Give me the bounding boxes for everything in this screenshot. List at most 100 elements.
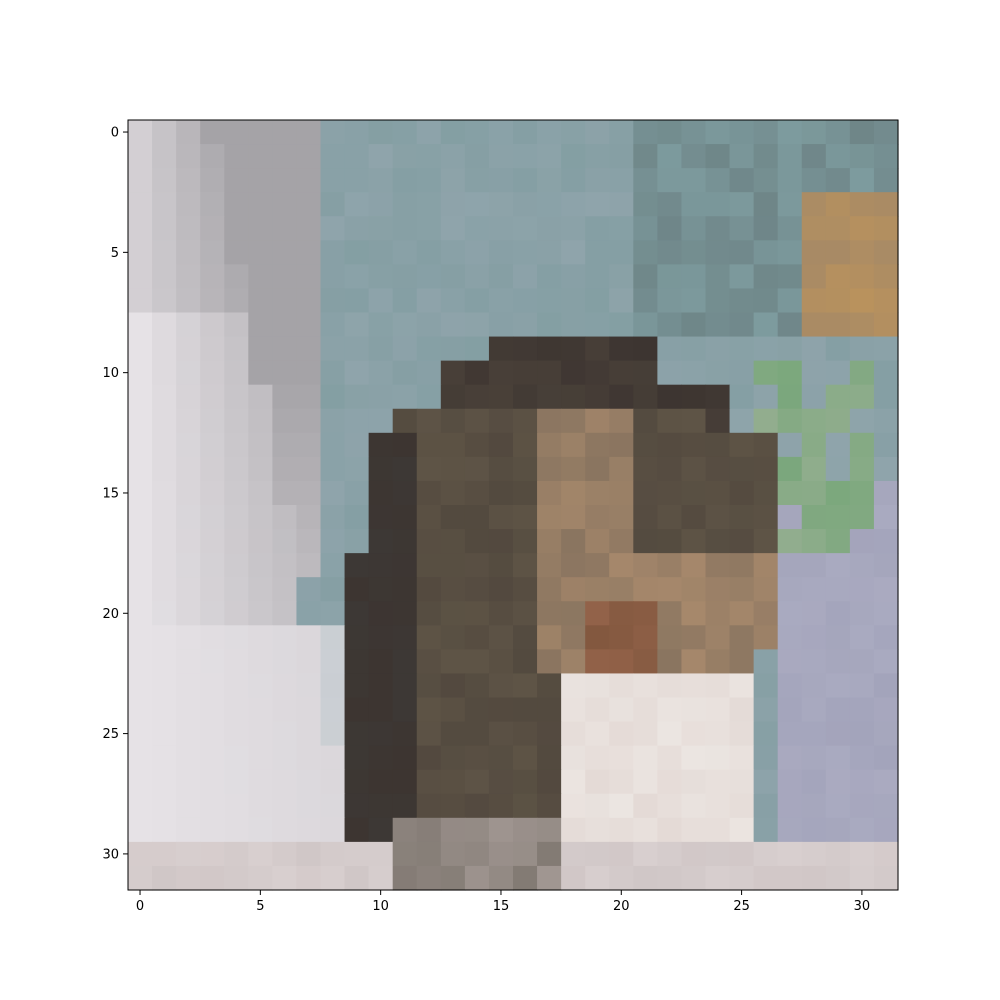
pixel-cell [344,408,370,434]
pixel-cell [729,456,755,482]
pixel-cell [801,865,827,891]
pixel-cell [296,216,322,241]
pixel-cell [585,432,610,458]
pixel-cell [152,625,177,650]
pixel-cell [873,120,899,145]
pixel-cell [801,216,827,241]
pixel-cell [873,817,899,843]
pixel-cell [248,673,273,699]
pixel-cell [320,408,346,434]
pixel-cell [320,841,346,867]
pixel-cell [705,601,731,626]
pixel-cell [873,721,899,747]
pixel-cell [272,817,298,843]
pixel-cell [609,577,634,602]
pixel-cell [200,673,225,699]
pixel-cell [416,288,442,314]
pixel-cell [416,168,442,193]
pixel-cell [320,312,346,338]
pixel-cell [657,697,683,723]
pixel-cell [488,312,514,338]
pixel-cell [633,673,658,699]
pixel-cell [849,240,875,265]
pixel-cell [873,192,899,217]
pixel-cell [128,697,153,723]
pixel-cell [585,865,610,891]
pixel-cell [705,865,731,891]
pixel-cell [777,120,803,145]
pixel-cell [440,865,466,891]
pixel-cell [801,456,827,482]
pixel-cell [440,721,466,747]
pixel-cell [537,384,562,410]
pixel-cell [513,601,538,626]
pixel-cell [777,288,803,314]
pixel-cell [729,649,755,675]
pixel-cell [152,432,177,458]
pixel-cell [128,192,153,217]
pixel-cell [392,817,418,843]
pixel-cell [200,384,225,410]
pixel-cell [609,649,634,675]
pixel-cell [681,673,707,699]
pixel-cell [729,240,755,265]
pixel-cell [224,505,249,530]
pixel-cell [585,817,610,843]
pixel-cell [296,456,322,482]
pixel-cell [705,240,731,265]
pixel-cell [537,456,562,482]
pixel-cell [296,168,322,193]
pixel-cell [729,168,755,193]
pixel-cell [681,601,707,626]
pixel-cell [176,553,201,578]
pixel-cell [657,505,683,530]
pixel-cell [272,649,298,675]
pixel-cell [488,216,514,241]
pixel-cell [777,625,803,650]
pixel-cell [296,721,322,747]
pixel-cell [801,721,827,747]
pixel-cell [513,288,538,314]
pixel-cell [200,264,225,290]
pixel-cell [729,288,755,314]
pixel-cell [248,456,273,482]
pixel-cell [176,721,201,747]
pixel-cell [248,288,273,314]
pixel-cell [368,769,394,795]
pixel-cell [513,817,538,843]
pixel-cell [849,288,875,314]
pixel-cell [224,240,249,265]
pixel-cell [729,745,755,771]
pixel-cell [705,384,731,410]
pixel-cell [657,841,683,867]
pixel-cell [801,384,827,410]
pixel-cell [705,769,731,795]
pixel-cell [488,456,514,482]
pixel-cell [561,432,586,458]
pixel-cell [729,577,755,602]
pixel-cell [705,168,731,193]
pixel-cell [176,769,201,795]
pixel-cell [825,336,851,362]
pixel-cell [777,793,803,819]
pixel-cell [585,601,610,626]
pixel-cell [176,456,201,482]
pixel-cell [248,649,273,675]
pixel-cell [176,577,201,602]
pixel-cell [368,216,394,241]
pixel-cell [176,625,201,650]
pixel-cell [561,360,586,386]
pixel-cell [849,505,875,530]
pixel-cell [224,769,249,795]
pixel-cell [416,456,442,482]
pixel-cell [128,529,153,554]
pixel-cell [705,288,731,314]
pixel-cell [873,505,899,530]
pixel-cell [128,336,153,362]
pixel-cell [368,120,394,145]
pixel-cell [777,336,803,362]
pixel-cell [873,649,899,675]
pixel-cell [825,865,851,891]
pixel-cell [537,865,562,891]
